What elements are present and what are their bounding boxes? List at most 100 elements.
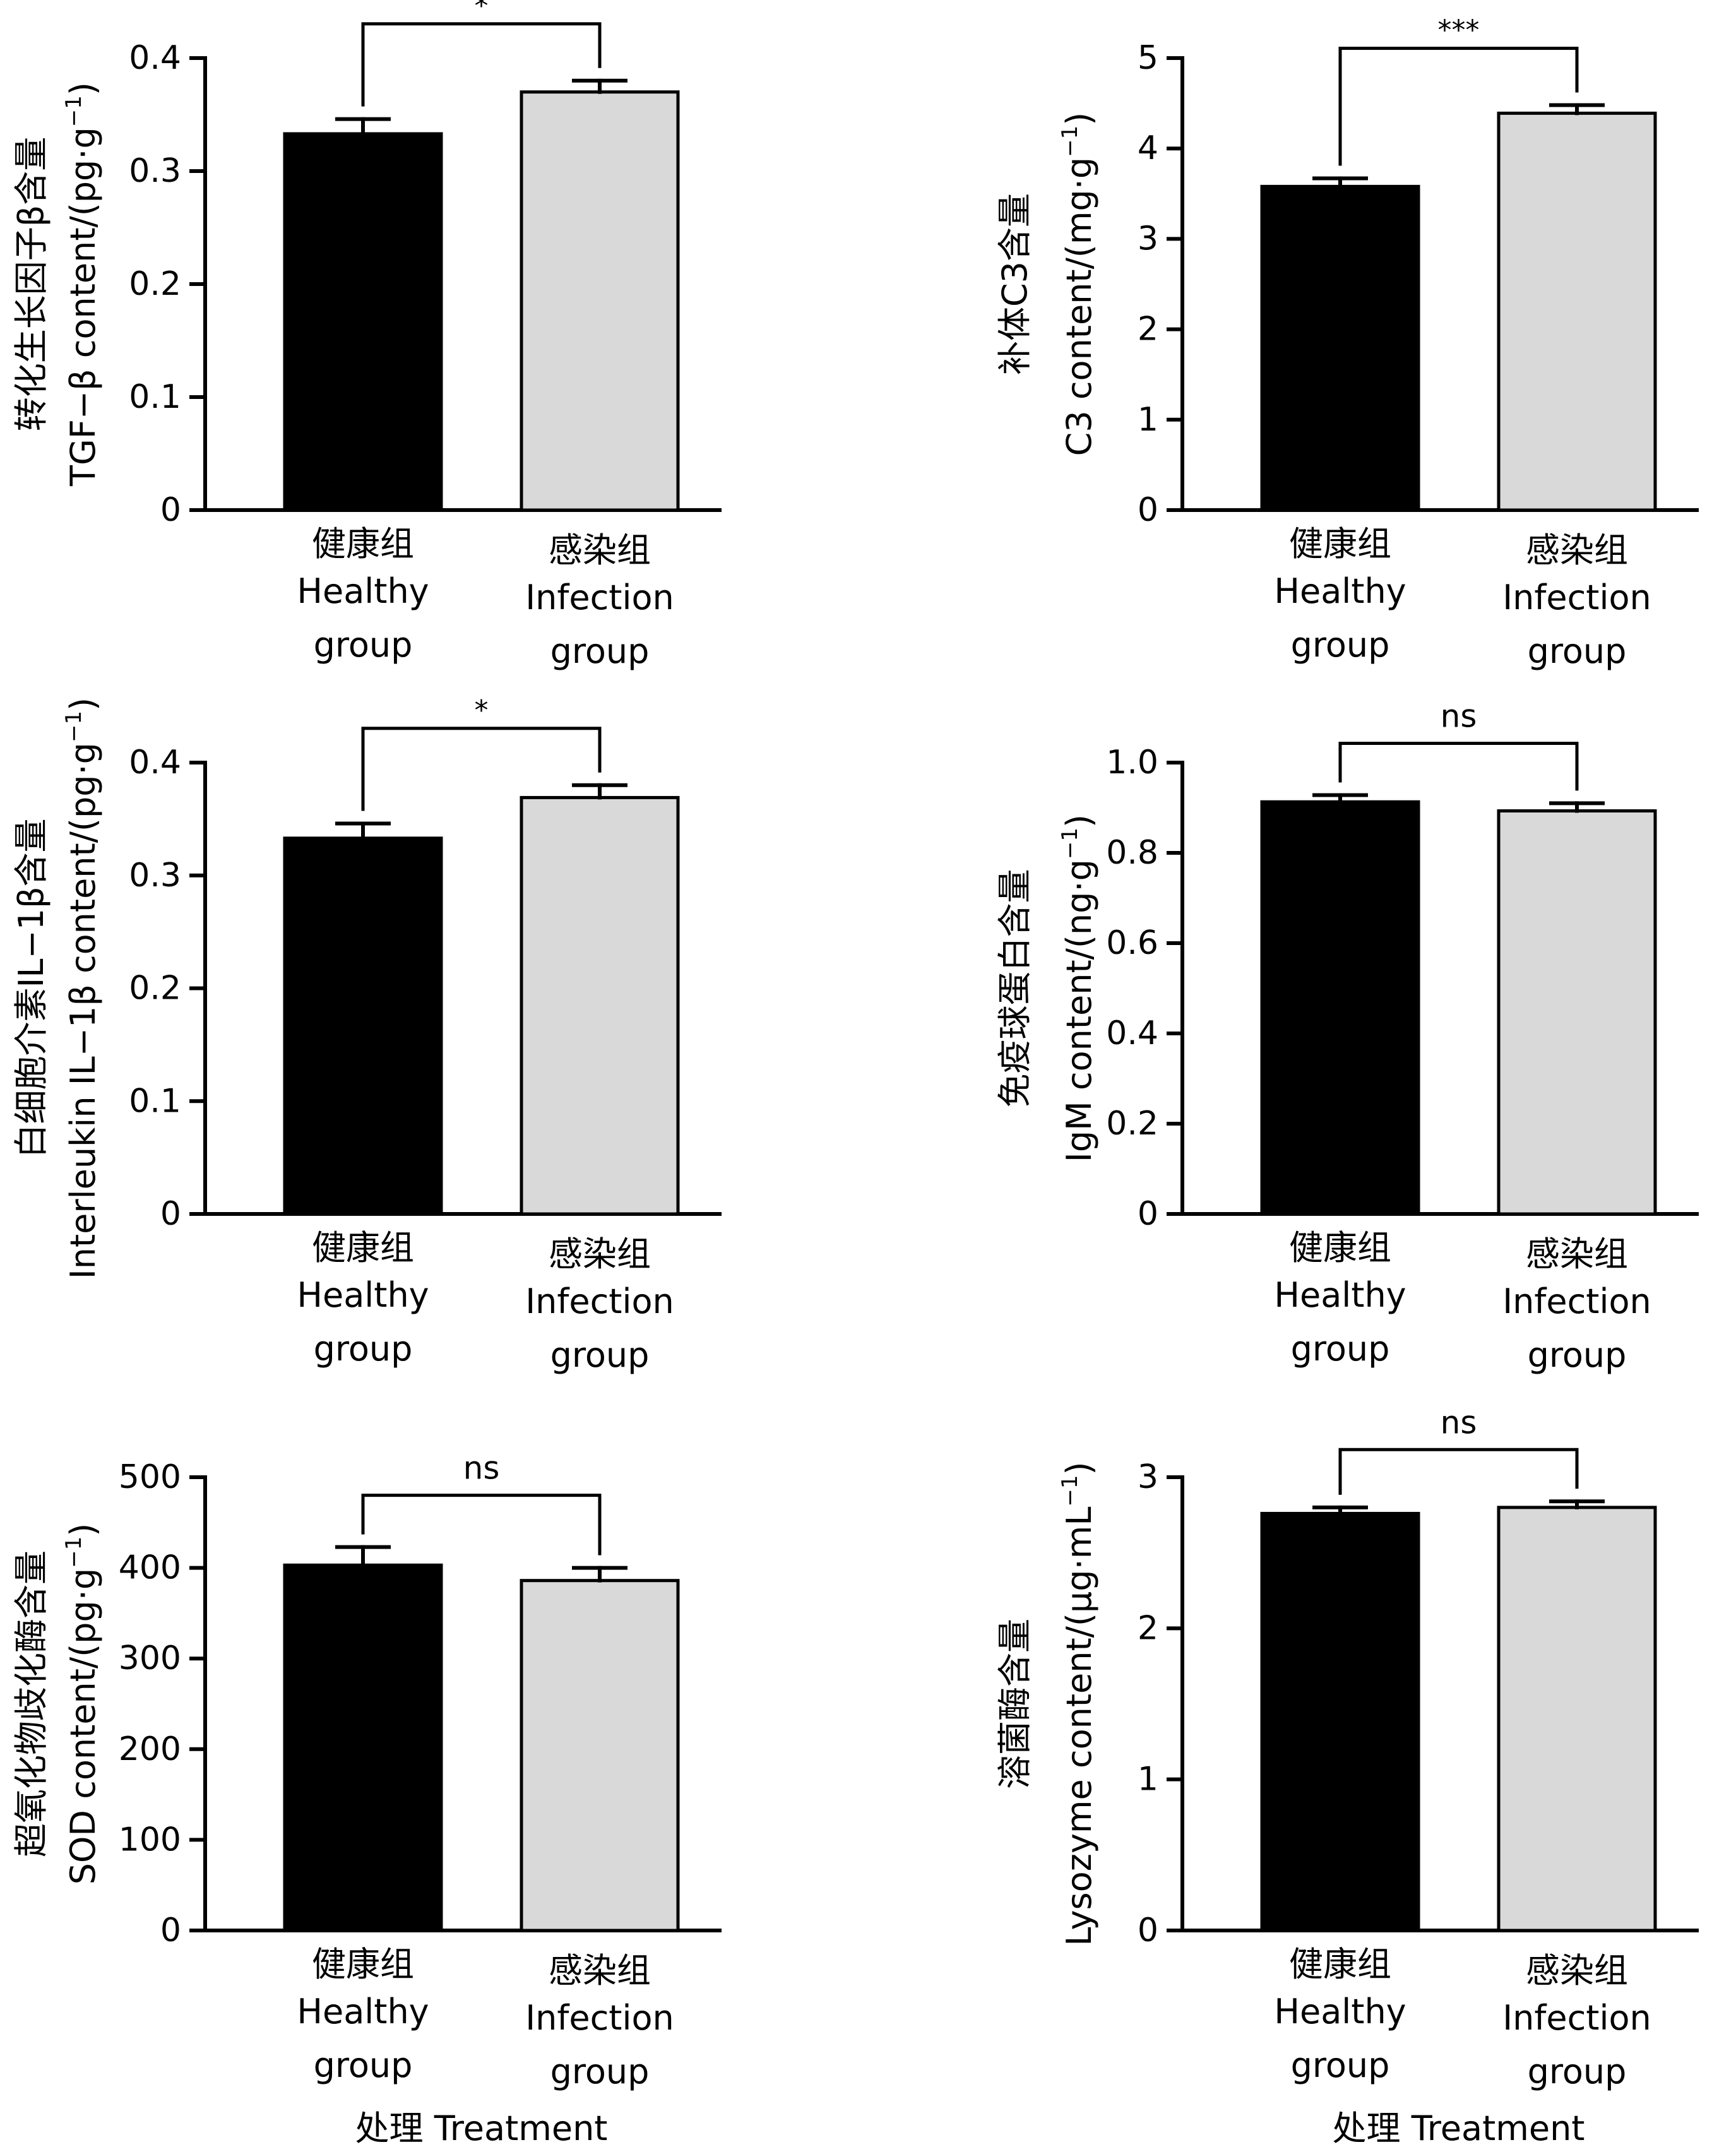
y-axis-title-en-close: ) <box>63 1523 103 1537</box>
significance-label: * <box>475 0 489 22</box>
significance-bracket <box>1338 1448 1579 1495</box>
bar-infection-group <box>520 795 680 1216</box>
bar-infection-group <box>1497 111 1657 512</box>
y-axis-title-en-main: SOD content/(pg·g <box>63 1568 103 1885</box>
y-axis-title-en-close: ) <box>1059 814 1099 828</box>
category-label-group: group <box>1291 1329 1390 1369</box>
y-axis-title-cn: 转化生长因子β含量 <box>11 137 51 431</box>
significance-bracket <box>361 727 602 811</box>
y-tick-label: 0 <box>1138 1195 1158 1233</box>
significance-bracket <box>361 22 602 107</box>
significance-bracket <box>1338 46 1579 166</box>
category-label-en: Infection <box>1502 578 1651 617</box>
y-tick-label: 0.2 <box>129 970 181 1008</box>
y-tick-label: 300 <box>119 1639 181 1677</box>
y-tick-label: 1 <box>1138 1761 1158 1799</box>
bar-healthy-group <box>1260 184 1420 512</box>
y-tick-label: 3 <box>1138 220 1158 258</box>
y-axis-title-en-exponent: −1 <box>61 95 86 127</box>
bar-infection-group <box>1497 809 1657 1216</box>
y-tick-label: 0.8 <box>1106 834 1158 872</box>
significance-label: * <box>475 694 489 727</box>
category-label-en: Healthy <box>297 1992 429 2031</box>
y-axis-title-en-main: Interleukin IL−1β content/(pg·g <box>63 742 103 1279</box>
y-tick-label: 3 <box>1138 1458 1158 1496</box>
y-axis-title-cn: 溶菌酶含量 <box>995 1619 1035 1789</box>
bar-infection-group <box>520 1579 680 1932</box>
y-tick-label: 500 <box>119 1458 181 1496</box>
category-label-cn: 健康组 <box>1289 524 1391 564</box>
bar-healthy-group <box>1260 1511 1420 1932</box>
y-axis-title-en: IgM content/(ng·g−1) <box>1057 814 1099 1162</box>
y-axis-title-en-exponent: −1 <box>1057 1475 1083 1506</box>
category-label-group: group <box>314 1329 413 1369</box>
significance-label: ns <box>1441 698 1477 734</box>
category-label-en: Infection <box>1502 1282 1651 1321</box>
category-label-en: Healthy <box>297 571 429 611</box>
category-label-cn: 健康组 <box>1289 1228 1391 1268</box>
bar-healthy-group <box>283 1563 443 1932</box>
y-tick-label: 0.4 <box>1106 1014 1158 1052</box>
y-tick-label: 100 <box>119 1821 181 1859</box>
chart-panel-4: 0 0.2 0.4 0.6 0.8 1.0 健康组 Healthy group 感染组 Infect… <box>995 698 1699 1375</box>
category-label-en: Healthy <box>1274 1275 1406 1315</box>
significance-label: ns <box>463 1450 500 1487</box>
y-tick-label: 1.0 <box>1106 744 1158 782</box>
category-label-group: group <box>1291 2045 1390 2085</box>
bar-healthy-group <box>283 132 443 512</box>
bar-healthy-group <box>1260 800 1420 1216</box>
y-tick-label: 0.1 <box>129 1082 181 1120</box>
category-label-group: group <box>550 1335 650 1375</box>
y-axis-title-en-close: ) <box>63 698 103 711</box>
y-tick-label: 5 <box>1138 39 1158 77</box>
y-tick-label: 0.3 <box>129 152 181 190</box>
category-label-en: Infection <box>525 578 674 617</box>
category-label-cn: 感染组 <box>549 1234 651 1274</box>
category-label-en: Healthy <box>297 1275 429 1315</box>
category-label-group: group <box>1528 631 1627 671</box>
y-axis-title-en-main: C3 content/(mg·g <box>1059 157 1099 456</box>
y-tick-label: 0 <box>160 1195 181 1233</box>
y-tick-label: 0.2 <box>129 265 181 303</box>
category-label-cn: 感染组 <box>549 1951 651 1990</box>
category-label-group: group <box>1528 2052 1627 2091</box>
category-label-group: group <box>550 2052 650 2091</box>
y-axis-title-cn: 补体C3含量 <box>995 193 1035 375</box>
category-label-group: group <box>1528 1335 1627 1375</box>
significance-bracket <box>1338 741 1579 791</box>
category-label-cn: 感染组 <box>1526 1951 1628 1990</box>
y-axis-title-en-main: Lysozyme content/(μg·mL <box>1059 1507 1099 1946</box>
category-label-cn: 健康组 <box>312 1228 414 1268</box>
chart-panel-6: 0 1 2 3 健康组 Healthy group 感染组 Infection group ns 溶菌… <box>995 1404 1699 2147</box>
y-axis-title-en-main: IgM content/(ng·g <box>1059 859 1099 1162</box>
y-tick-label: 0.4 <box>129 744 181 782</box>
y-axis-title-en: TGF−β content/(pg·g−1) <box>61 82 103 487</box>
y-axis-title-cn: 超氧化物歧化酶含量 <box>11 1550 51 1857</box>
x-axis-title: 处理 Treatment <box>355 2108 608 2147</box>
significance-label: ns <box>1441 1404 1477 1441</box>
y-axis-title-cn: 白细胞介素IL−1β含量 <box>11 818 51 1158</box>
y-tick-label: 0.2 <box>1106 1105 1158 1143</box>
bar-infection-group <box>1497 1506 1657 1932</box>
y-tick-label: 0.3 <box>129 857 181 895</box>
significance-bracket <box>361 1494 602 1555</box>
bar-healthy-group <box>283 836 443 1216</box>
x-axis-title: 处理 Treatment <box>1333 2108 1585 2147</box>
category-label-cn: 健康组 <box>312 1944 414 1984</box>
significance-label: *** <box>1438 14 1480 46</box>
category-label-en: Healthy <box>1274 1992 1406 2031</box>
y-tick-label: 2 <box>1138 311 1158 348</box>
y-axis-title-en-exponent: −1 <box>61 1537 86 1568</box>
category-label-cn: 感染组 <box>1526 530 1628 570</box>
y-axis-title-en: Lysozyme content/(μg·mL−1) <box>1057 1461 1099 1946</box>
y-axis-title-en-close: ) <box>1059 112 1099 126</box>
category-label-cn: 感染组 <box>1526 1234 1628 1274</box>
category-label-en: Healthy <box>1274 571 1406 611</box>
y-tick-label: 0 <box>1138 491 1158 529</box>
chart-panel-2: 0 1 2 3 4 5 健康组 Healthy group 感染组 Infection group **… <box>995 14 1699 671</box>
y-tick-label: 0.6 <box>1106 924 1158 962</box>
y-tick-label: 0 <box>1138 1912 1158 1949</box>
bar-infection-group <box>520 90 680 512</box>
category-label-en: Infection <box>525 1282 674 1321</box>
y-axis-title-en-main: TGF−β content/(pg·g <box>63 127 103 487</box>
